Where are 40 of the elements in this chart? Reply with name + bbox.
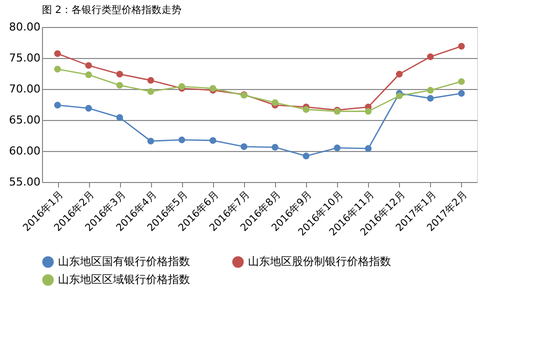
point [302,106,310,113]
point [54,50,61,58]
point [54,66,61,73]
point [116,114,124,121]
point [396,70,403,78]
point [147,138,154,144]
y-tick-label: 75.00 [9,52,40,64]
point [272,144,278,151]
point [458,42,465,50]
legend-label: 山东地区区域银行价格指数 [58,273,190,286]
point [458,78,465,85]
point [458,90,465,97]
point [178,136,186,144]
point [302,152,310,160]
point [147,76,154,84]
point [116,70,124,78]
point [427,86,434,94]
point [85,62,92,69]
point [364,145,372,152]
point [147,88,154,95]
y-tick-label: 65.00 [9,114,40,126]
point [85,71,92,78]
y-tick-label: 60.00 [9,144,40,158]
point [396,92,403,100]
point [210,137,216,144]
point [427,53,434,60]
point [272,99,278,106]
legend-label: 山东地区国有银行价格指数 [58,255,190,268]
point [427,94,434,102]
y-tick-label: 55.00 [9,176,40,188]
point [54,102,61,108]
legend-label: 山东地区股份制银行价格指数 [248,255,391,268]
point [334,144,341,152]
chart-title: 图 2：各银行类型价格指数走势 [42,4,182,16]
point [85,104,92,112]
point [116,82,124,89]
point [240,143,248,150]
point [364,108,372,115]
y-tick-label: 70.00 [9,82,40,96]
y-tick-label: 80.00 [9,20,40,34]
